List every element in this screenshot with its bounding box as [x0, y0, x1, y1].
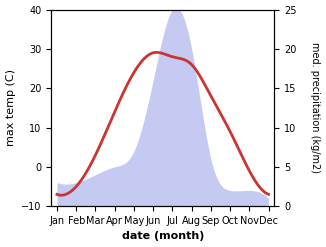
Y-axis label: max temp (C): max temp (C): [6, 69, 16, 146]
X-axis label: date (month): date (month): [122, 231, 204, 242]
Y-axis label: med. precipitation (kg/m2): med. precipitation (kg/m2): [310, 42, 320, 173]
